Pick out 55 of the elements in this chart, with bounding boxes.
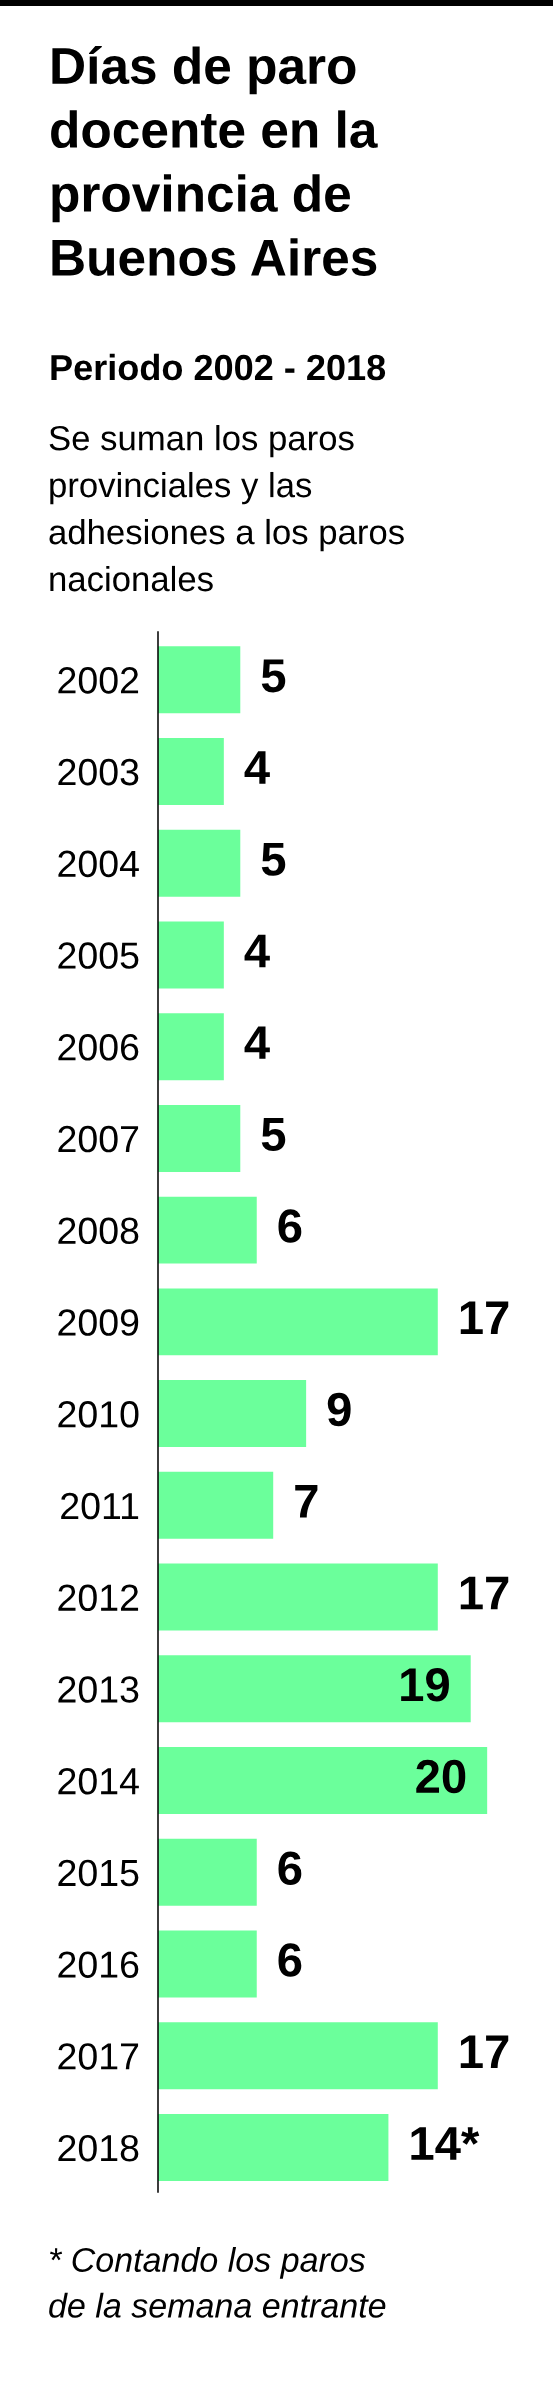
data-label: 4 <box>244 751 270 784</box>
bar <box>158 646 241 714</box>
y-tick-label: 2005 <box>58 942 139 969</box>
y-tick-label: 2015 <box>58 1859 139 1887</box>
data-label: 9 <box>327 1392 351 1427</box>
y-tick-label: 2018 <box>58 2134 139 2162</box>
chart-title: Días de paro docente en la provincia de Buenos Aires <box>51 46 378 276</box>
bar <box>158 1838 257 1906</box>
chart-subtitle: Periodo 2002 - 2018 <box>51 353 386 381</box>
data-label: 17 <box>460 2035 509 2068</box>
data-label: 4 <box>244 934 270 968</box>
data-label: 19 <box>401 1668 449 1702</box>
y-tick-label: 2006 <box>58 1034 139 1061</box>
bar <box>158 1013 224 1081</box>
text: * Contando los paros de la semana entrante <box>49 2247 386 2318</box>
text: Se suman los paros provinciales y las adhesiones a los paros nacionales <box>49 425 404 592</box>
data-label: 4 <box>244 1026 270 1059</box>
y-tick-label: 2009 <box>58 1309 139 1336</box>
bar <box>158 2114 389 2181</box>
data-label: 17 <box>460 1301 509 1335</box>
y-tick-label: 2011 <box>61 1492 139 1520</box>
data-label: 5 <box>261 842 286 876</box>
y-tick-label: 2014 <box>58 1767 139 1795</box>
bar <box>158 2022 438 2090</box>
y-tick-label: 2013 <box>58 1676 139 1703</box>
data-label: 6 <box>278 1209 302 1243</box>
data-label: 5 <box>261 1118 286 1152</box>
bar <box>158 1563 438 1631</box>
data-label: 5 <box>261 659 286 693</box>
bar <box>158 1380 307 1448</box>
bar <box>158 737 224 805</box>
y-tick-label: 2003 <box>58 758 139 786</box>
data-label: 17 <box>460 1576 509 1610</box>
y-tick-label: 2017 <box>58 2043 139 2070</box>
bar <box>158 921 224 989</box>
data-label: 7 <box>295 1485 318 1518</box>
y-tick-label: 2016 <box>58 1951 139 1978</box>
data-label: 6 <box>278 1943 302 1977</box>
data-label: 14* <box>411 2127 480 2160</box>
bar <box>158 1655 471 1723</box>
bar <box>158 1747 488 1815</box>
data-label: 20 <box>416 1759 466 1794</box>
y-tick-label: 2007 <box>58 1125 139 1153</box>
y-tick-label: 2010 <box>58 1401 139 1428</box>
bar <box>158 1288 438 1356</box>
y-tick-label: 2002 <box>58 667 139 694</box>
y-tick-label: 2008 <box>58 1217 139 1245</box>
bar <box>158 1104 241 1172</box>
y-tick-label: 2012 <box>58 1584 139 1612</box>
bar <box>158 829 241 897</box>
bar <box>158 1196 257 1264</box>
bar <box>158 1930 257 1998</box>
data-label: 6 <box>278 1851 302 1885</box>
y-tick-label: 2004 <box>58 850 139 878</box>
bar <box>158 1471 274 1539</box>
